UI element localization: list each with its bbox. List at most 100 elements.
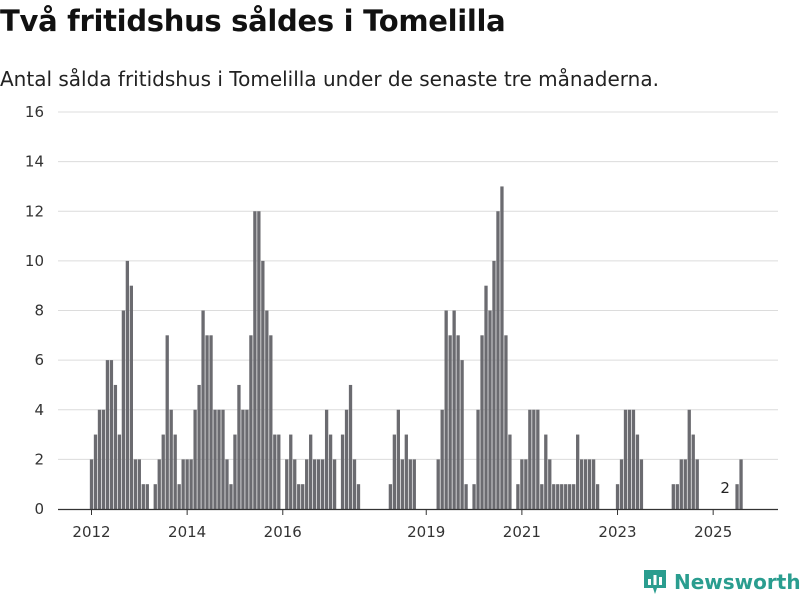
bar (564, 484, 568, 509)
bar (480, 335, 484, 509)
bar (261, 260, 265, 509)
bar (639, 459, 644, 509)
bar (556, 484, 560, 509)
bar (169, 409, 173, 509)
y-tick-label: 6 (34, 351, 44, 369)
bar (193, 409, 197, 509)
y-tick-label: 10 (25, 252, 44, 270)
y-tick-label: 0 (34, 500, 44, 518)
x-tick-label: 2012 (72, 523, 110, 541)
bar (197, 384, 201, 509)
bar (392, 434, 397, 509)
bar (583, 459, 588, 509)
bar (504, 335, 508, 509)
bar (464, 484, 468, 509)
bar (229, 484, 233, 509)
bar (105, 360, 110, 509)
bar (93, 434, 98, 509)
bar (209, 335, 213, 509)
bar (400, 459, 404, 509)
bar (396, 409, 400, 509)
bar (488, 310, 492, 509)
bar (225, 459, 229, 509)
bar (309, 434, 313, 509)
bar (293, 459, 297, 509)
bar (568, 484, 572, 509)
bar (233, 434, 237, 509)
bar (492, 260, 496, 509)
bar (253, 211, 257, 509)
y-tick-label: 2 (34, 450, 44, 468)
bar (344, 409, 349, 509)
bar (245, 409, 249, 509)
bar (580, 459, 584, 509)
bar (305, 459, 309, 509)
bar (340, 434, 345, 509)
bar (691, 434, 695, 509)
data-labels: 2 (720, 479, 730, 497)
bar (328, 434, 333, 509)
bar (249, 335, 253, 509)
bar (285, 459, 289, 509)
bar (348, 384, 353, 509)
x-tick-label: 2014 (168, 523, 206, 541)
bar (316, 459, 321, 509)
bar (217, 409, 221, 509)
bar (89, 459, 94, 509)
bar (456, 335, 460, 509)
bar (695, 459, 699, 509)
bar (576, 434, 580, 509)
bar (472, 484, 476, 509)
bar (687, 409, 691, 509)
bar (516, 484, 520, 509)
newsworthy-logo-icon (644, 570, 666, 594)
bar (121, 310, 126, 509)
bar (113, 384, 118, 509)
bar (548, 459, 552, 509)
brand-logo[interactable]: Newsworthy (642, 568, 800, 596)
bar (241, 409, 245, 509)
bar (257, 211, 261, 509)
bar (269, 335, 273, 509)
bar (125, 260, 130, 509)
bar (153, 484, 157, 509)
bar (552, 484, 556, 509)
y-tick-label: 12 (25, 202, 44, 220)
bar (508, 434, 512, 509)
bar (205, 335, 209, 509)
bar (161, 434, 165, 509)
bar (137, 459, 141, 509)
bars (89, 186, 743, 509)
bar (237, 384, 241, 509)
bar (101, 409, 106, 509)
bar (631, 409, 636, 509)
bar (97, 409, 102, 509)
bar (587, 459, 592, 509)
bar (524, 459, 528, 509)
bar (289, 434, 293, 509)
bar (595, 484, 600, 509)
bar (109, 360, 114, 509)
bar (129, 285, 133, 509)
bar (484, 285, 488, 509)
bar (320, 459, 325, 509)
bar (141, 484, 145, 509)
bar (157, 459, 161, 509)
bar (388, 484, 393, 509)
y-axis-ticks: 0 2 4 6 8 10 12 14 16 (25, 103, 44, 518)
highlight-data-label: 2 (720, 479, 730, 497)
bar (444, 310, 448, 509)
bar (408, 459, 412, 509)
bar (201, 310, 205, 509)
bar (165, 335, 169, 509)
bar (683, 459, 687, 509)
y-tick-label: 4 (34, 401, 44, 419)
bar (173, 434, 177, 509)
chart-title: Två fritidshus såldes i Tomelilla (0, 4, 506, 38)
bar (532, 409, 536, 509)
bar (496, 211, 500, 509)
bar (332, 459, 337, 509)
bar (448, 335, 452, 509)
bar (301, 484, 305, 509)
